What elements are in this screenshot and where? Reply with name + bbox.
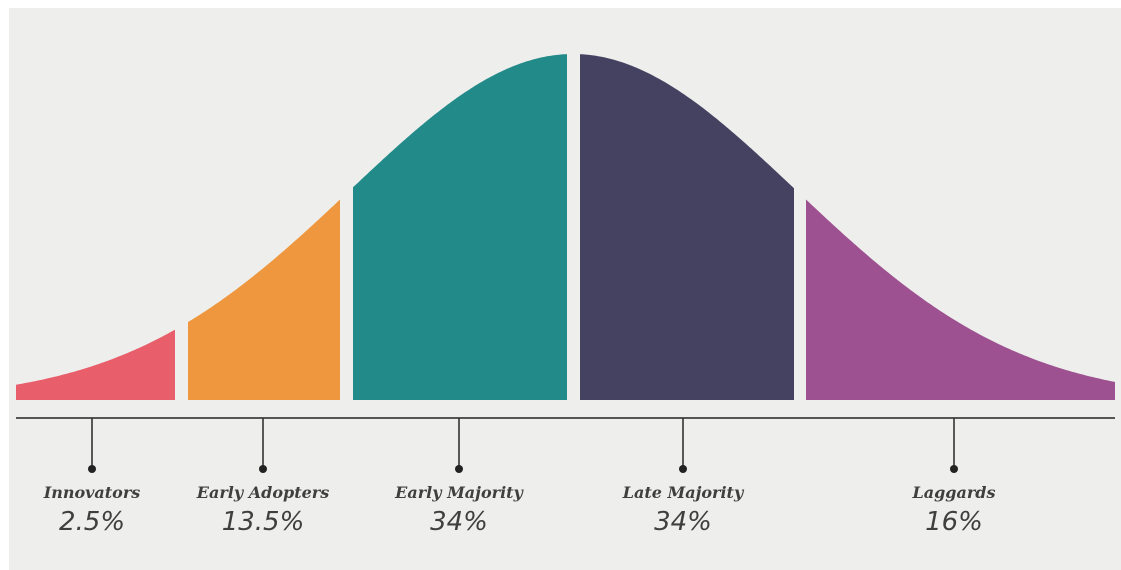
- label-early-majority: Early Majority: [394, 483, 524, 502]
- marker-dot-laggards: [950, 465, 958, 473]
- segment-innovators: [16, 329, 175, 400]
- label-laggards: Laggards: [912, 483, 996, 502]
- segment-early-adopters: [188, 199, 340, 400]
- share-innovators: 2.5%: [59, 507, 125, 537]
- label-early-adopters: Early Adopters: [196, 483, 329, 502]
- segment-early-majority: [353, 54, 567, 400]
- share-laggards: 16%: [925, 507, 983, 537]
- label-innovators: Innovators: [43, 483, 141, 502]
- label-late-majority: Late Majority: [622, 483, 745, 502]
- segment-laggards: [806, 199, 1115, 400]
- share-late-majority: 34%: [654, 507, 712, 537]
- share-early-majority: 34%: [430, 507, 488, 537]
- share-early-adopters: 13.5%: [222, 507, 305, 537]
- marker-dot-late-majority: [679, 465, 687, 473]
- marker-dot-early-adopters: [259, 465, 267, 473]
- marker-dot-early-majority: [455, 465, 463, 473]
- segment-late-majority: [580, 54, 794, 400]
- marker-dot-innovators: [88, 465, 96, 473]
